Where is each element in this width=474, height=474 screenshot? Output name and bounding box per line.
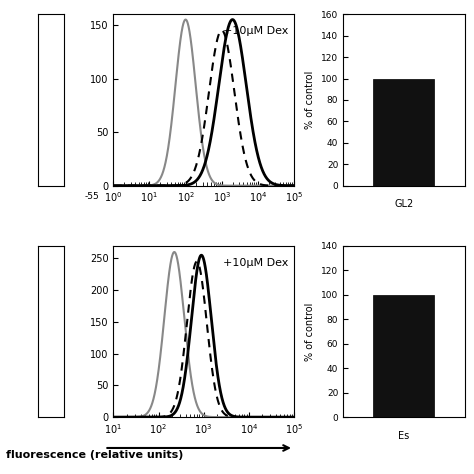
Bar bbox=[374, 295, 434, 417]
Bar bbox=[374, 79, 434, 186]
Y-axis label: % of control: % of control bbox=[305, 71, 315, 129]
Text: -55: -55 bbox=[84, 192, 99, 201]
Text: +10μM Dex: +10μM Dex bbox=[223, 258, 289, 268]
Y-axis label: % of control: % of control bbox=[305, 302, 315, 361]
Text: +10μM Dex: +10μM Dex bbox=[223, 26, 289, 36]
Text: Es: Es bbox=[398, 431, 410, 441]
Text: fluorescence (relative units): fluorescence (relative units) bbox=[6, 450, 183, 460]
Text: GL2: GL2 bbox=[394, 200, 413, 210]
